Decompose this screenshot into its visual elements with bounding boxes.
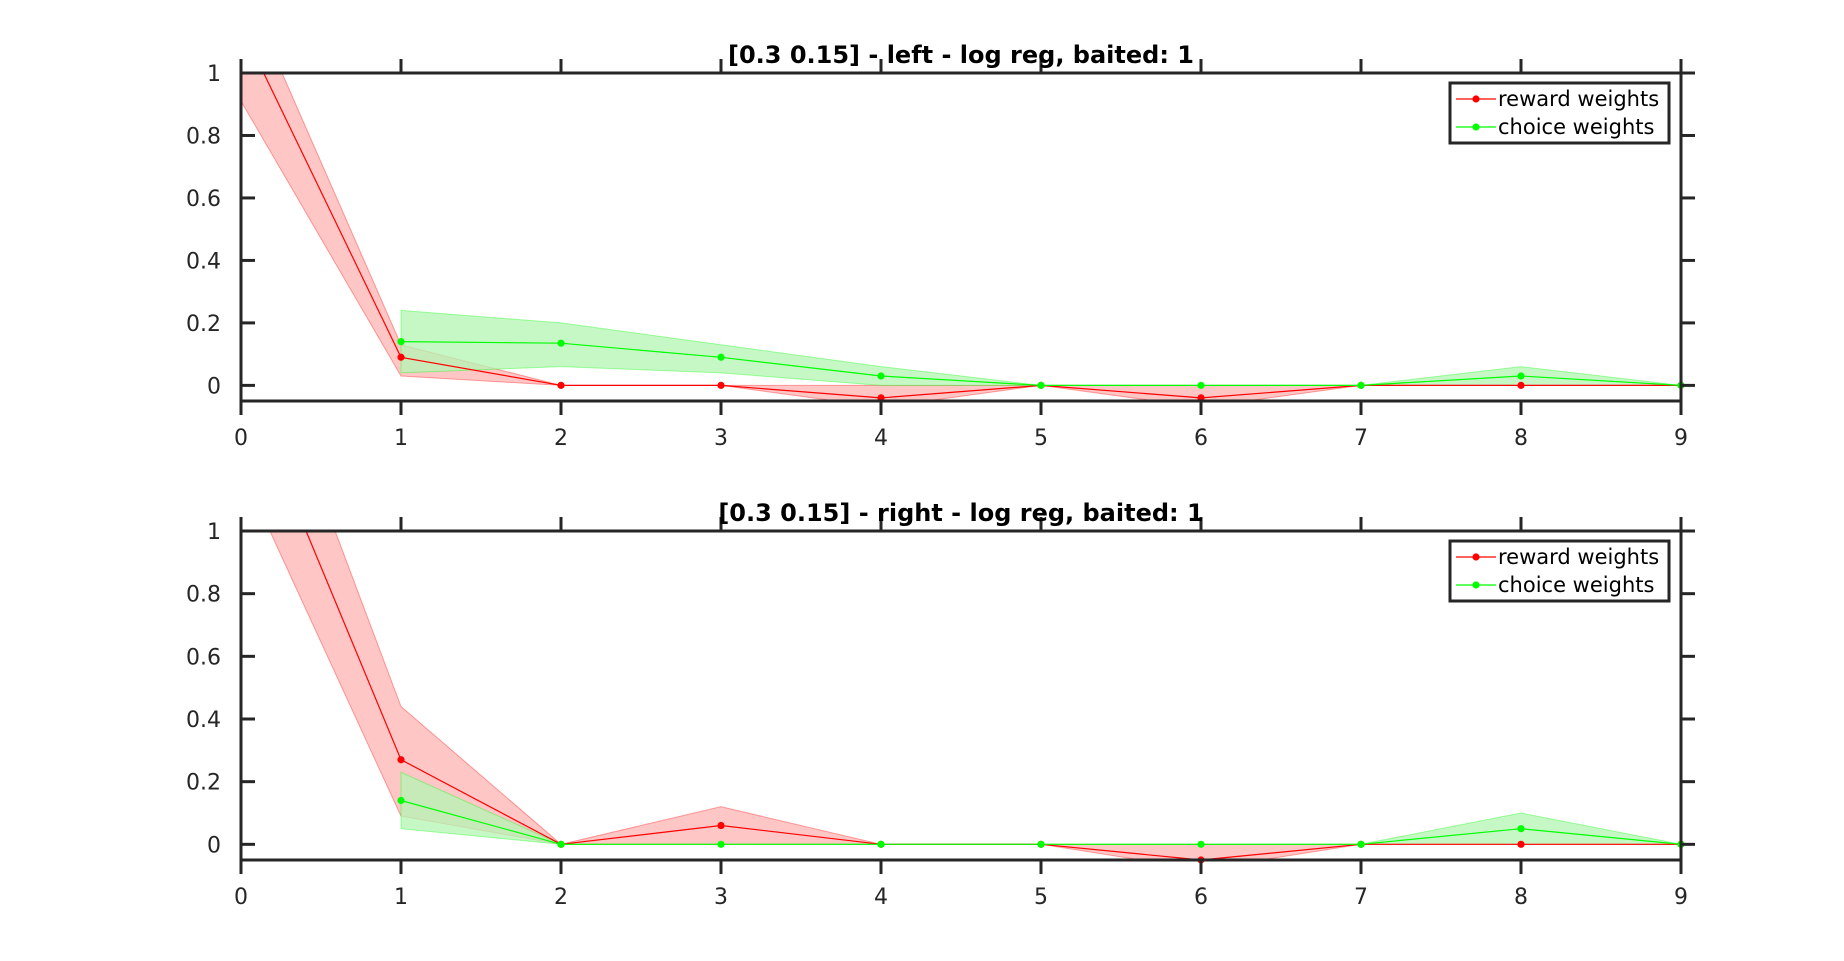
panel-1-point-2-1	[397, 338, 405, 346]
panel-2-xtick-label-2: 2	[554, 885, 568, 910]
panel-2-ytick-label-2: 0.4	[186, 708, 221, 733]
panel-2: 0 1 2 3 4 5 6 7 8 9 0 0.2 0.4 0.6 0.8 1 [0.3 0.15] - rig…	[186, 499, 1695, 910]
panel-1-point-1-1	[397, 353, 405, 361]
panel-2-xtick-label-7: 7	[1354, 885, 1368, 910]
panel-2-xtick-label-3: 3	[714, 885, 728, 910]
panel-1-ytick-label-4: 0.8	[186, 124, 221, 149]
panel-2-legend-label-1: reward weights	[1498, 545, 1659, 569]
panel-2-title: [0.3 0.15] - right - log reg, baited: 1	[718, 499, 1203, 527]
panel-1-point-2-4	[877, 372, 885, 380]
panel-1-legend-box	[1448, 81, 1671, 145]
panel-1-xtick-label-3: 3	[714, 426, 728, 451]
panel-1-xtick-label-6: 6	[1194, 426, 1208, 451]
panel-2-point-1-3	[717, 821, 725, 830]
panel-2-legend-marker-2	[1472, 581, 1480, 589]
panel-1-plot-area	[241, 73, 1681, 401]
panel-2-point-2-4	[877, 840, 885, 848]
panel-2-ytick-label-0: 0	[207, 833, 221, 858]
panel-2-legend-label-2: choice weights	[1498, 573, 1654, 597]
panel-1-xtick-label-5: 5	[1034, 426, 1048, 451]
panel-2-point-1-1	[397, 756, 405, 764]
panel-2-legend-box	[1448, 539, 1671, 603]
panel-2-xtick-label-0: 0	[234, 885, 248, 910]
panel-1-ytick-label-2: 0.4	[186, 249, 221, 274]
panel-1-point-2-8	[1517, 372, 1525, 380]
panel-1-point-1-3	[717, 381, 725, 389]
panel-1-ytick-label-1: 0.2	[186, 312, 221, 337]
panel-1-line-1	[262, 73, 1681, 399]
panel-1-title: [0.3 0.15] - left - log reg, baited: 1	[728, 41, 1194, 69]
panel-1-point-2-6	[1197, 381, 1205, 389]
panel-2-point-2-7	[1357, 840, 1365, 848]
panel-2-point-1-8	[1517, 840, 1525, 848]
panel-2-xtick-label-9: 9	[1674, 885, 1688, 910]
panel-2-ytick-label-1: 0.2	[186, 771, 221, 796]
panel-1-legend-label-1: reward weights	[1498, 87, 1659, 111]
panel-1-xtick-label-8: 8	[1514, 426, 1528, 451]
panel-2-ytick-label-4: 0.8	[186, 583, 221, 608]
panel-1-point-1-2	[557, 381, 565, 389]
panel-2-xtick-label-4: 4	[874, 885, 888, 910]
panel-1-ytick-label-5: 1	[207, 62, 221, 87]
panel-1-point-2-5	[1037, 381, 1045, 389]
panel-1-point-2-3	[717, 353, 725, 361]
panel-1-xtick-label-7: 7	[1354, 426, 1368, 451]
panel-1-point-2-7	[1357, 381, 1365, 389]
panel-1-legend-label-2: choice weights	[1498, 115, 1654, 139]
panel-2-legend-marker-1	[1472, 553, 1480, 561]
panel-2-point-2-5	[1037, 840, 1045, 848]
panel-2-axes-box	[239, 529, 1683, 862]
panel-1-xtick-label-9: 9	[1674, 426, 1688, 451]
panel-1-legend-marker-2	[1472, 123, 1480, 131]
panel-1-axes-box	[239, 71, 1683, 403]
panel-1: 0 1 2 3 4 5 6 7 8 9 0 0.2 0.4 0.6 0.8 1 [0.3 0.15] - lef…	[186, 41, 1695, 451]
panel-2-point-2-8	[1517, 825, 1525, 833]
panel-1-legend-marker-1	[1472, 95, 1480, 103]
panel-2-point-2-6	[1197, 840, 1205, 848]
panel-1-xtick-label-1: 1	[394, 426, 408, 451]
panel-2-legend: reward weights choice weights	[1448, 539, 1671, 603]
panel-2-ytick-label-3: 0.6	[186, 645, 221, 670]
panel-2-point-2-2	[557, 840, 565, 848]
panel-1-point-1-8	[1517, 381, 1525, 389]
panel-2-xtick-label-6: 6	[1194, 885, 1208, 910]
panel-2-xtick-label-5: 5	[1034, 885, 1048, 910]
panel-1-xtick-label-2: 2	[554, 426, 568, 451]
panel-2-point-2-1	[397, 796, 405, 805]
panel-1-xtick-label-0: 0	[234, 426, 248, 451]
panel-2-ytick-label-5: 1	[207, 520, 221, 545]
panel-1-point-2-2	[557, 339, 565, 347]
panel-1-legend: reward weights choice weights	[1448, 81, 1671, 145]
panel-2-point-2-3	[717, 840, 725, 848]
panel-1-ytick-label-0: 0	[207, 374, 221, 399]
panel-2-xtick-label-1: 1	[394, 885, 408, 910]
panel-1-xtick-label-4: 4	[874, 426, 888, 451]
panel-1-ytick-label-3: 0.6	[186, 187, 221, 212]
panel-2-xtick-label-8: 8	[1514, 885, 1528, 910]
